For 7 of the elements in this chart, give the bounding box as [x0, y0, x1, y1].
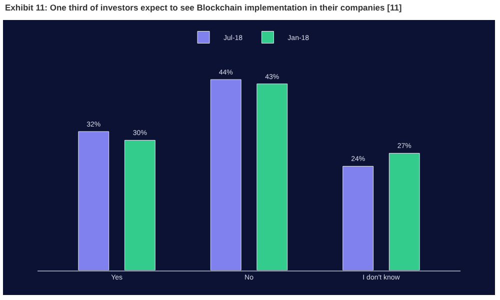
bar — [78, 131, 110, 270]
bar — [342, 166, 374, 270]
chart-title: Exhibit 11: One third of investors expect to see Blockchain implementation in their companies [11] — [5, 2, 402, 12]
bar — [124, 140, 156, 270]
bar — [388, 152, 420, 270]
bar — [210, 79, 242, 270]
bar — [256, 84, 288, 270]
